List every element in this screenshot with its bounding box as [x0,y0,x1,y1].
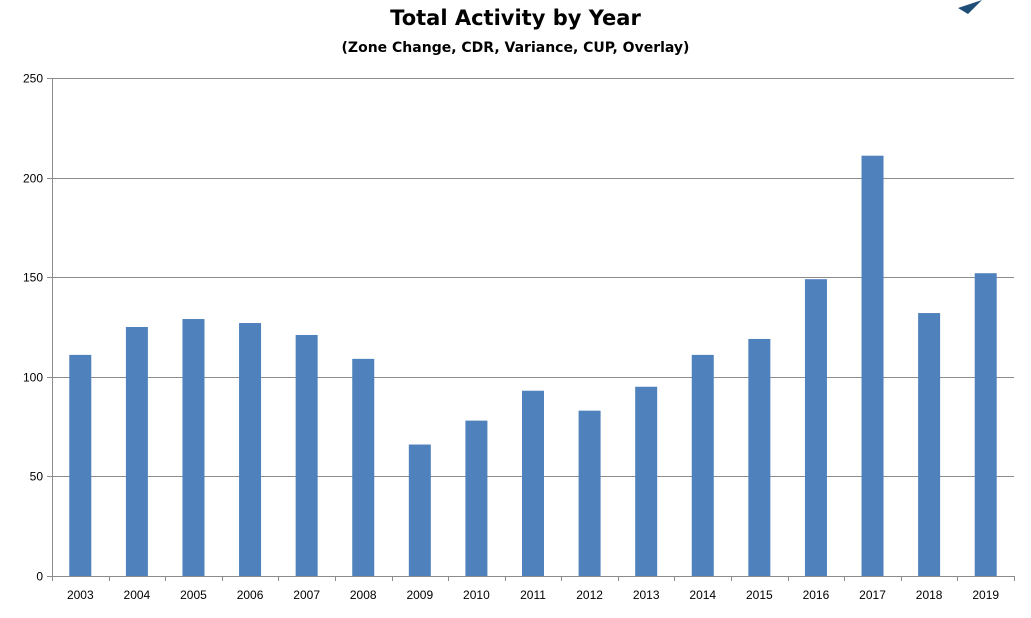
x-tick-label: 2006 [237,588,264,602]
x-tick-label: 2004 [124,588,151,602]
y-tick-label: 200 [23,172,43,186]
x-tick-label: 2003 [67,588,94,602]
chart-subtitle: (Zone Change, CDR, Variance, CUP, Overla… [341,40,690,56]
x-tick-label: 2011 [520,588,546,602]
bar-2016 [804,279,827,576]
x-tick-label: 2013 [633,588,660,602]
x-tick-label: 2016 [803,588,830,602]
bar-2010 [465,420,488,576]
bar-2017 [861,155,884,576]
x-tick-label: 2009 [406,588,433,602]
bar-2006 [239,323,262,576]
y-tick-label: 50 [30,470,44,484]
chart-title: Total Activity by Year [390,6,641,30]
y-tick-label: 150 [23,271,43,285]
bar-2008 [352,358,375,576]
bar-2018 [918,313,941,576]
bar-2014 [691,354,714,576]
x-tick-label: 2012 [576,588,603,602]
bar-2003 [69,354,92,576]
y-tick-label: 250 [23,72,43,86]
x-tick-label: 2017 [859,588,886,602]
y-tick-label: 0 [36,570,43,584]
bar-2012 [578,410,601,576]
y-tick-label: 100 [23,371,43,385]
x-tick-label: 2005 [180,588,207,602]
x-tick-label: 2010 [463,588,490,602]
bar-2019 [974,273,997,576]
x-tick-label: 2015 [746,588,773,602]
x-tick-label: 2007 [293,588,320,602]
x-tick-label: 2019 [972,588,999,602]
bar-2005 [182,319,205,576]
bar-2004 [125,327,148,576]
x-tick-label: 2014 [689,588,716,602]
x-tick-label: 2008 [350,588,377,602]
corner-logo-mark [958,0,982,14]
bar-2011 [522,390,544,576]
bar-2015 [748,338,771,576]
x-tick-label: 2018 [916,588,943,602]
bar-2013 [635,386,658,576]
bar-2009 [408,444,431,576]
bar-2007 [295,334,318,576]
